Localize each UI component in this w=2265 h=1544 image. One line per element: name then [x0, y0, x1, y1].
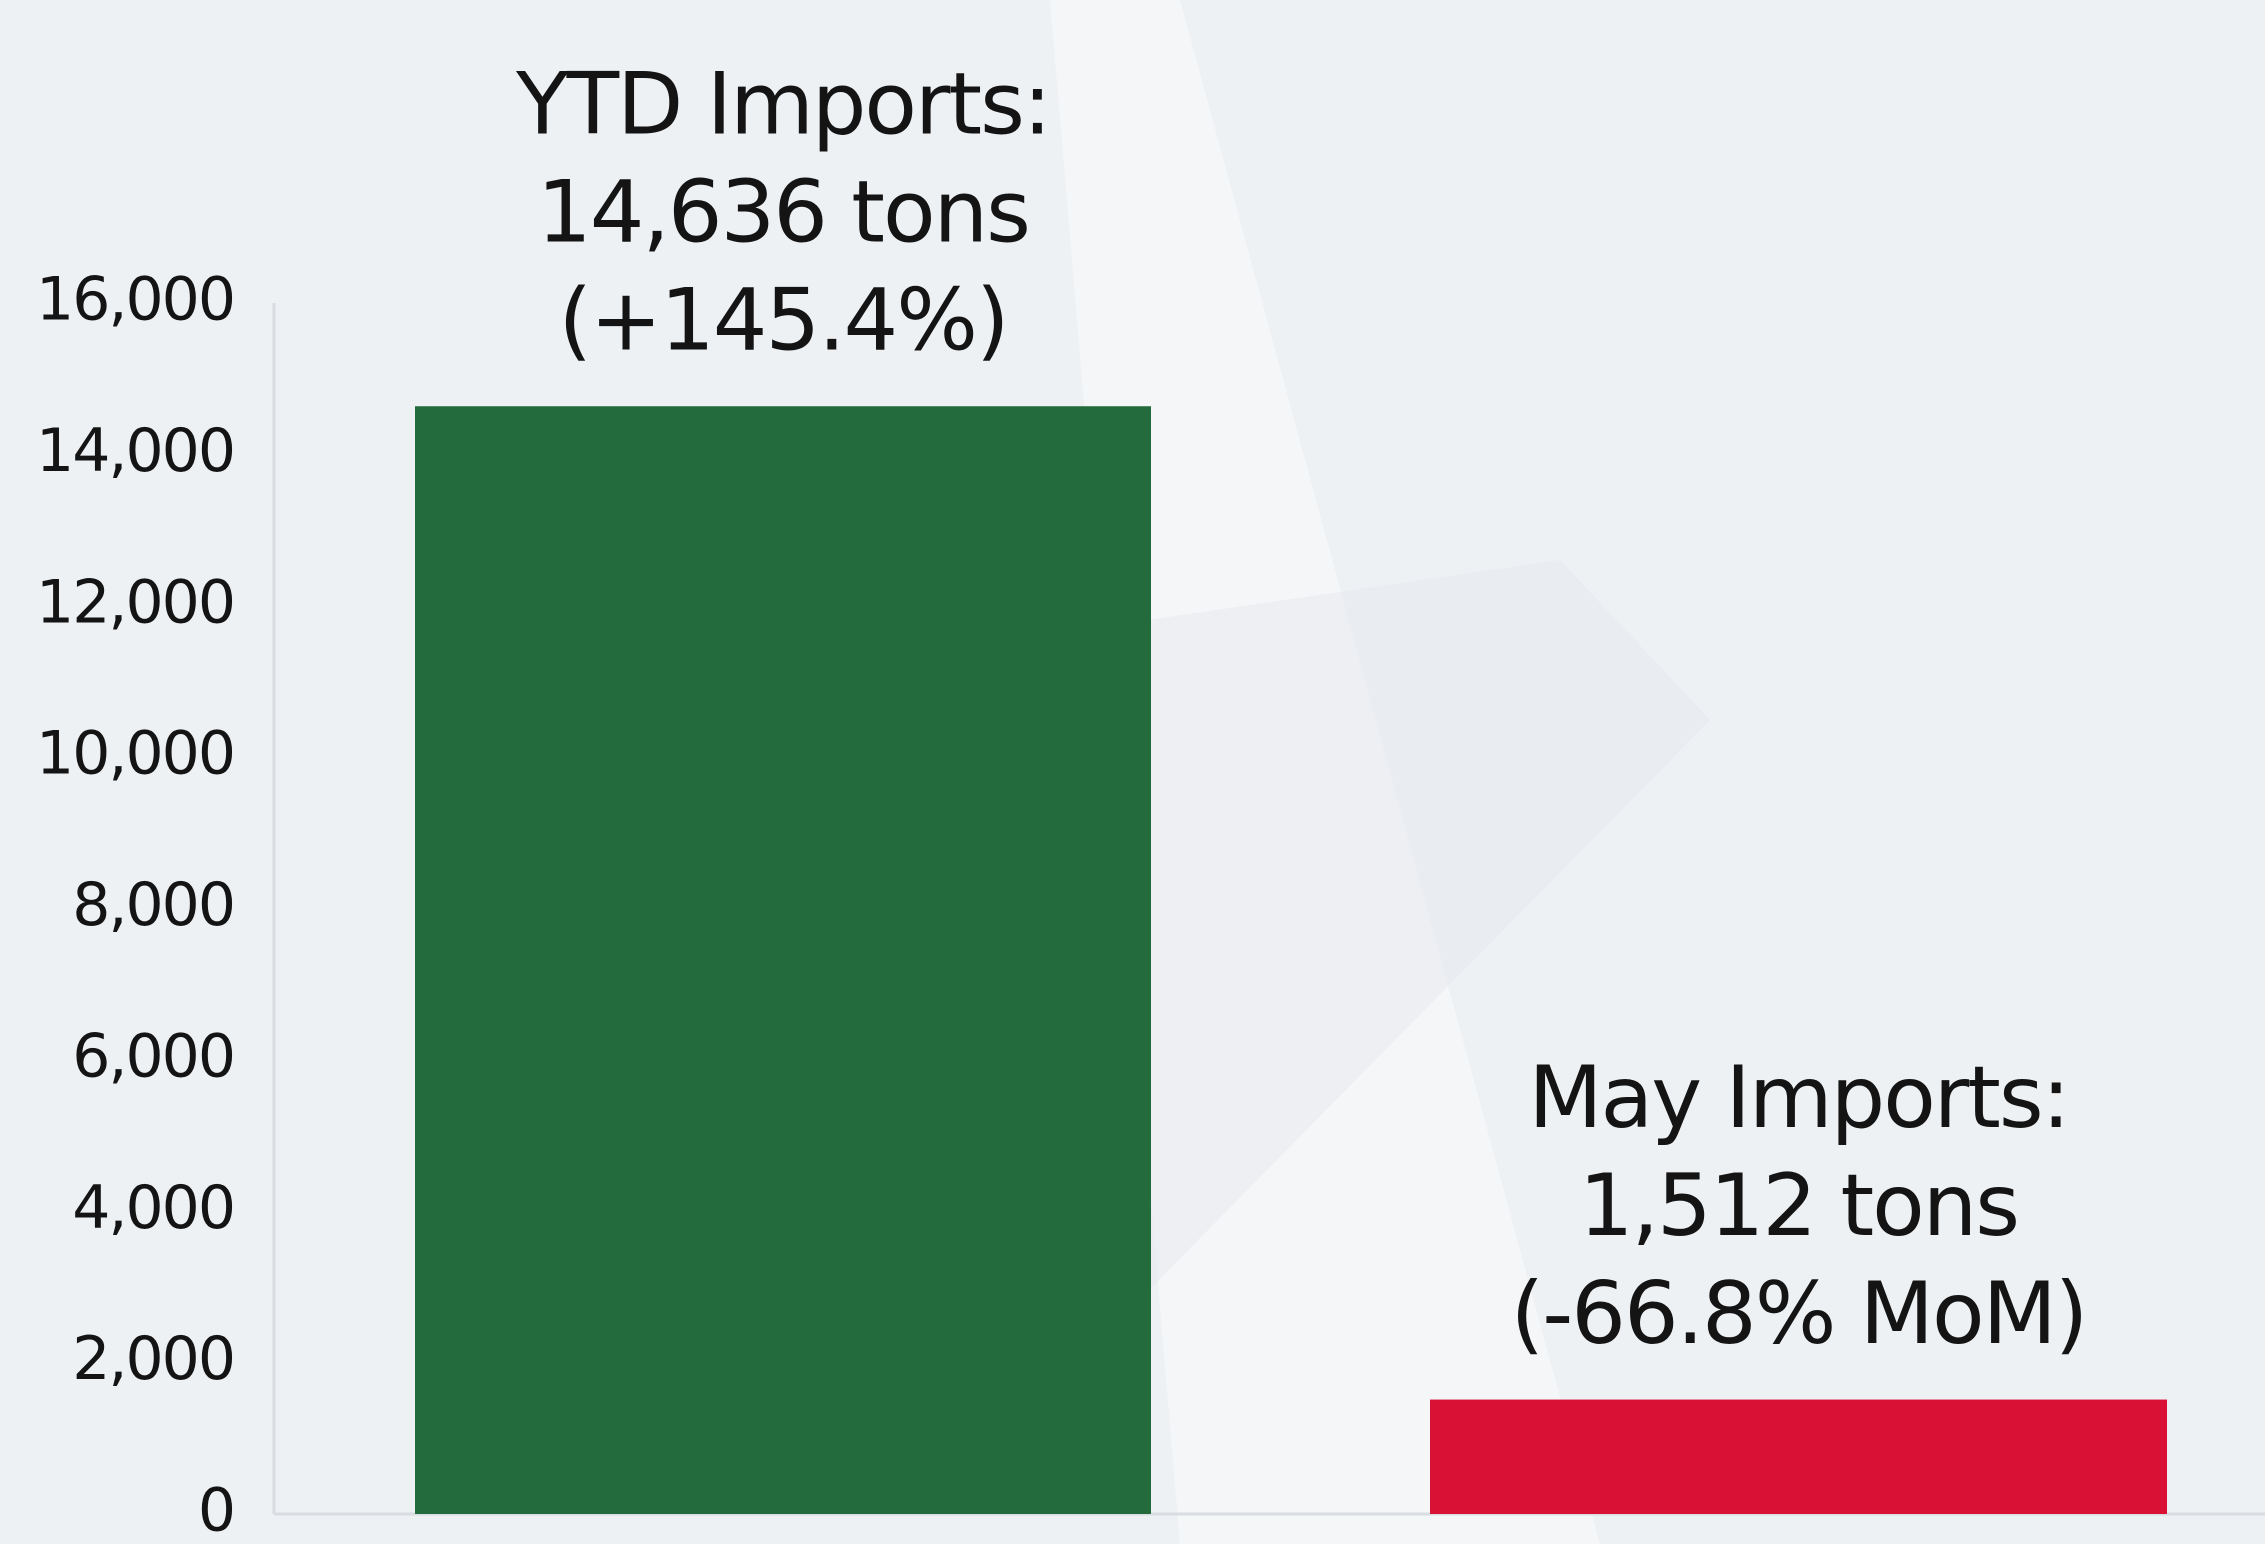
background-shape [1050, 0, 1600, 1544]
y-tick-label: 10,000 [36, 719, 234, 789]
y-tick-label: 14,000 [36, 416, 234, 486]
y-tick-label: 4,000 [72, 1173, 234, 1243]
y-tick-label: 12,000 [36, 567, 234, 637]
bar [1430, 1399, 2167, 1514]
y-tick-label: 16,000 [36, 265, 234, 335]
y-tick-label: 8,000 [72, 870, 234, 940]
data-label: 1,512 tons [1579, 1156, 2018, 1256]
y-tick-label: 6,000 [72, 1021, 234, 1091]
data-label: (-66.8% MoM) [1511, 1264, 2087, 1364]
bar [415, 406, 1151, 1514]
y-tick-label: 0 [198, 1476, 234, 1544]
data-label: May Imports: [1528, 1048, 2068, 1148]
data-label: (+145.4%) [558, 271, 1007, 371]
data-label: 14,636 tons [537, 163, 1029, 263]
data-label: YTD Imports: [515, 55, 1050, 155]
y-tick-label: 2,000 [72, 1324, 234, 1394]
